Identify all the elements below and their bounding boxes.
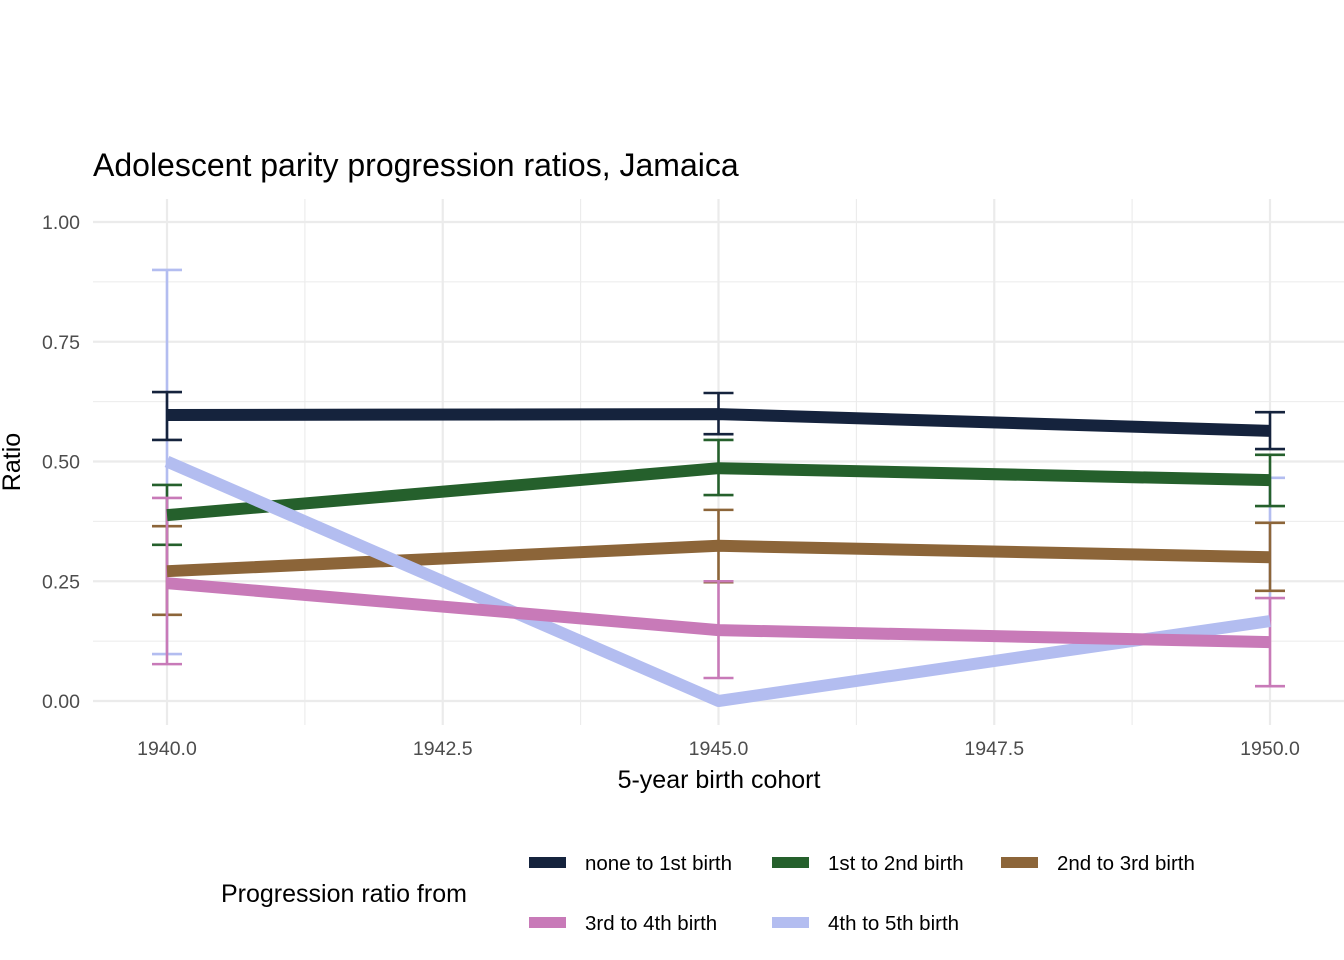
legend-key bbox=[772, 917, 809, 928]
legend-item: 4th to 5th birth bbox=[772, 912, 959, 935]
series-line-3rd-to-4th-birth bbox=[166, 577, 1271, 649]
legend: Progression ratio from none to 1st birth… bbox=[221, 852, 1195, 935]
x-tick-label: 1942.5 bbox=[413, 738, 473, 760]
series-line-2nd-to-3rd-birth bbox=[166, 539, 1271, 578]
legend-item: none to 1st birth bbox=[529, 852, 732, 875]
legend-label: 4th to 5th birth bbox=[828, 912, 959, 935]
x-tick-label: 1940.0 bbox=[137, 738, 197, 760]
x-tick-label: 1950.0 bbox=[1240, 738, 1300, 760]
legend-key bbox=[772, 857, 809, 868]
legend-item: 3rd to 4th birth bbox=[529, 912, 717, 935]
legend-label: 2nd to 3rd birth bbox=[1057, 852, 1195, 875]
y-tick-label: 0.75 bbox=[42, 332, 80, 354]
x-axis-title: 5-year birth cohort bbox=[618, 766, 821, 794]
series-line-none-to-1st-birth bbox=[166, 408, 1271, 437]
y-tick-label: 0.25 bbox=[42, 571, 80, 593]
legend-item: 2nd to 3rd birth bbox=[1001, 852, 1195, 875]
legend-key bbox=[1001, 857, 1038, 868]
legend-item: 1st to 2nd birth bbox=[772, 852, 964, 875]
legend-title: Progression ratio from bbox=[221, 880, 467, 908]
legend-key bbox=[529, 857, 566, 868]
series-line-4th-to-5th-birth bbox=[164, 455, 1271, 707]
x-tick-label: 1947.5 bbox=[964, 738, 1024, 760]
series-line-1st-to-2nd-birth bbox=[166, 462, 1271, 522]
legend-key bbox=[529, 917, 566, 928]
x-tick-label: 1945.0 bbox=[689, 738, 749, 760]
legend-label: 1st to 2nd birth bbox=[828, 852, 964, 875]
y-tick-label: 0.00 bbox=[42, 691, 80, 713]
legend-label: none to 1st birth bbox=[585, 852, 732, 875]
y-tick-labels: 0.00 0.25 0.50 0.75 1.00 bbox=[42, 212, 80, 713]
legend-label: 3rd to 4th birth bbox=[585, 912, 717, 935]
chart-title: Adolescent parity progression ratios, Ja… bbox=[93, 147, 739, 183]
series-lines bbox=[164, 408, 1271, 707]
y-axis-title: Ratio bbox=[0, 433, 26, 491]
y-tick-label: 0.50 bbox=[42, 452, 80, 474]
y-tick-label: 1.00 bbox=[42, 212, 80, 234]
error-bars bbox=[152, 268, 1285, 688]
x-tick-labels: 1940.0 1942.5 1945.0 1947.5 1950.0 bbox=[137, 738, 1300, 760]
